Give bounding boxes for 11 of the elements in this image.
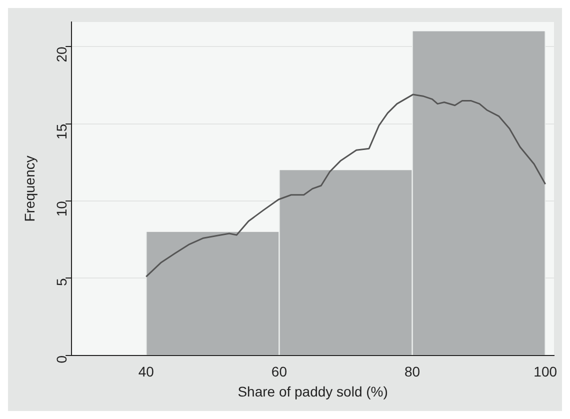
y-tick-label: 15 [53, 124, 70, 140]
y-tick-label: 5 [53, 278, 70, 286]
x-tick-label: 40 [138, 364, 154, 380]
x-tick-label: 100 [534, 364, 558, 380]
x-axis-title: Share of paddy sold (%) [238, 383, 388, 400]
x-tick-label: 80 [404, 364, 420, 380]
y-axis-title: Frequency [21, 156, 38, 222]
y-tick-label: 20 [53, 46, 70, 62]
x-tick-label: 60 [271, 364, 288, 380]
y-tick-label: 10 [53, 200, 70, 217]
y-tick-label: 0 [53, 355, 70, 364]
